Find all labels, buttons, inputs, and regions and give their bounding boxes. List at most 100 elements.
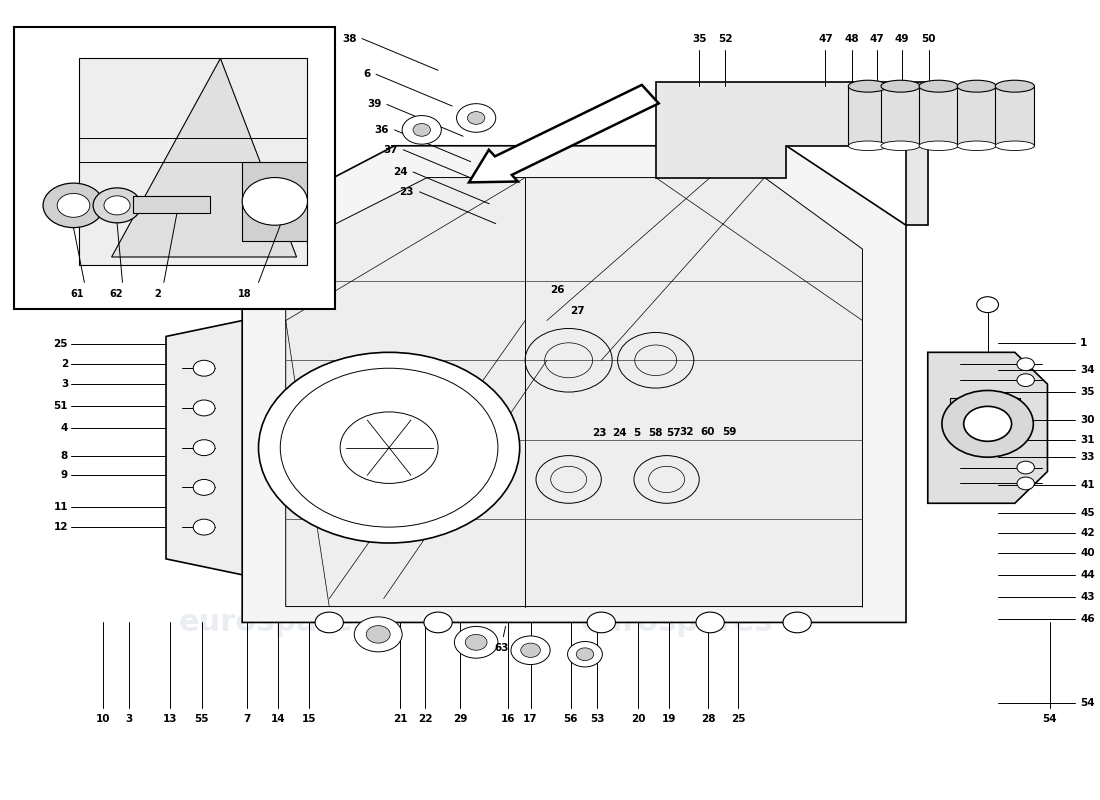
Ellipse shape — [848, 141, 888, 150]
Text: eurospares: eurospares — [581, 608, 773, 637]
Circle shape — [424, 612, 452, 633]
Text: 57: 57 — [666, 428, 681, 438]
Bar — [957, 86, 997, 146]
Text: 8: 8 — [60, 450, 68, 461]
Text: 19: 19 — [661, 714, 676, 724]
Text: 28: 28 — [701, 714, 715, 724]
Text: 1: 1 — [1080, 338, 1088, 348]
Text: 24: 24 — [613, 428, 627, 438]
Bar — [133, 196, 209, 214]
Text: 61: 61 — [70, 289, 84, 298]
Text: 9: 9 — [60, 470, 68, 481]
Text: 16: 16 — [500, 714, 515, 724]
Circle shape — [454, 626, 498, 658]
Text: 18: 18 — [238, 289, 251, 298]
Bar — [848, 86, 888, 146]
Circle shape — [1018, 358, 1034, 370]
Circle shape — [468, 112, 485, 124]
Text: eurospares: eurospares — [178, 608, 371, 637]
Text: 11: 11 — [54, 502, 68, 512]
Text: 4: 4 — [60, 423, 68, 433]
Circle shape — [258, 352, 519, 543]
Circle shape — [412, 123, 430, 136]
Text: 27: 27 — [570, 306, 585, 316]
Text: 45: 45 — [1080, 508, 1094, 518]
Bar — [920, 86, 958, 146]
Text: 2: 2 — [60, 359, 68, 370]
Text: 35: 35 — [692, 34, 706, 43]
Text: 30: 30 — [1080, 415, 1094, 425]
Ellipse shape — [920, 80, 958, 92]
Text: 33: 33 — [1080, 452, 1094, 462]
Text: 35: 35 — [1080, 387, 1094, 397]
Circle shape — [1018, 477, 1034, 490]
Text: 49: 49 — [894, 34, 909, 43]
Text: 3: 3 — [60, 379, 68, 389]
Circle shape — [94, 188, 141, 223]
Text: 41: 41 — [1080, 480, 1094, 490]
Text: 62: 62 — [109, 289, 123, 298]
Text: 29: 29 — [452, 714, 468, 724]
Circle shape — [456, 104, 496, 132]
Text: 47: 47 — [818, 34, 833, 43]
Circle shape — [366, 626, 390, 643]
Circle shape — [194, 479, 214, 495]
Text: 6: 6 — [363, 70, 371, 79]
Circle shape — [104, 196, 130, 215]
Bar — [13, 26, 334, 309]
Text: 54: 54 — [1043, 714, 1057, 724]
Circle shape — [512, 636, 550, 665]
Text: 37: 37 — [383, 145, 398, 154]
Text: 10: 10 — [96, 714, 110, 724]
Ellipse shape — [957, 141, 997, 150]
Circle shape — [964, 406, 1012, 442]
Circle shape — [1018, 461, 1034, 474]
Text: 54: 54 — [1080, 698, 1094, 709]
Ellipse shape — [848, 80, 888, 92]
Text: 3: 3 — [125, 714, 133, 724]
Ellipse shape — [881, 141, 920, 150]
Text: 23: 23 — [592, 428, 606, 438]
Ellipse shape — [996, 80, 1034, 92]
Circle shape — [1018, 374, 1034, 386]
Circle shape — [696, 612, 724, 633]
Circle shape — [242, 178, 308, 226]
Bar — [881, 86, 920, 146]
Circle shape — [576, 648, 594, 661]
Text: 53: 53 — [590, 714, 604, 724]
Text: 56: 56 — [563, 714, 579, 724]
Text: 38: 38 — [342, 34, 356, 43]
Text: 47: 47 — [869, 34, 884, 43]
Text: eurospares: eurospares — [178, 386, 371, 414]
Text: 40: 40 — [1080, 548, 1094, 558]
Circle shape — [43, 183, 104, 228]
Bar — [996, 86, 1034, 146]
Circle shape — [57, 194, 90, 218]
Circle shape — [520, 643, 540, 658]
Circle shape — [194, 440, 214, 456]
Circle shape — [942, 390, 1033, 457]
Polygon shape — [286, 178, 862, 606]
Text: 60: 60 — [701, 426, 715, 437]
Text: eurospares: eurospares — [581, 386, 773, 414]
Text: 55: 55 — [195, 714, 209, 724]
Text: 20: 20 — [631, 714, 646, 724]
Bar — [949, 422, 1021, 436]
Polygon shape — [927, 352, 1047, 503]
Ellipse shape — [881, 80, 920, 92]
Text: 24: 24 — [393, 167, 408, 177]
Text: 25: 25 — [732, 714, 746, 724]
Text: 21: 21 — [393, 714, 407, 724]
Text: 25: 25 — [54, 339, 68, 350]
Circle shape — [354, 617, 403, 652]
Ellipse shape — [996, 141, 1034, 150]
Circle shape — [403, 115, 441, 144]
Text: 22: 22 — [418, 714, 432, 724]
Text: 39: 39 — [367, 99, 382, 110]
Text: 23: 23 — [399, 187, 414, 197]
Text: 12: 12 — [54, 522, 68, 532]
Circle shape — [315, 612, 343, 633]
Polygon shape — [242, 146, 906, 622]
Text: 31: 31 — [1080, 434, 1094, 445]
Text: 7: 7 — [243, 714, 250, 724]
